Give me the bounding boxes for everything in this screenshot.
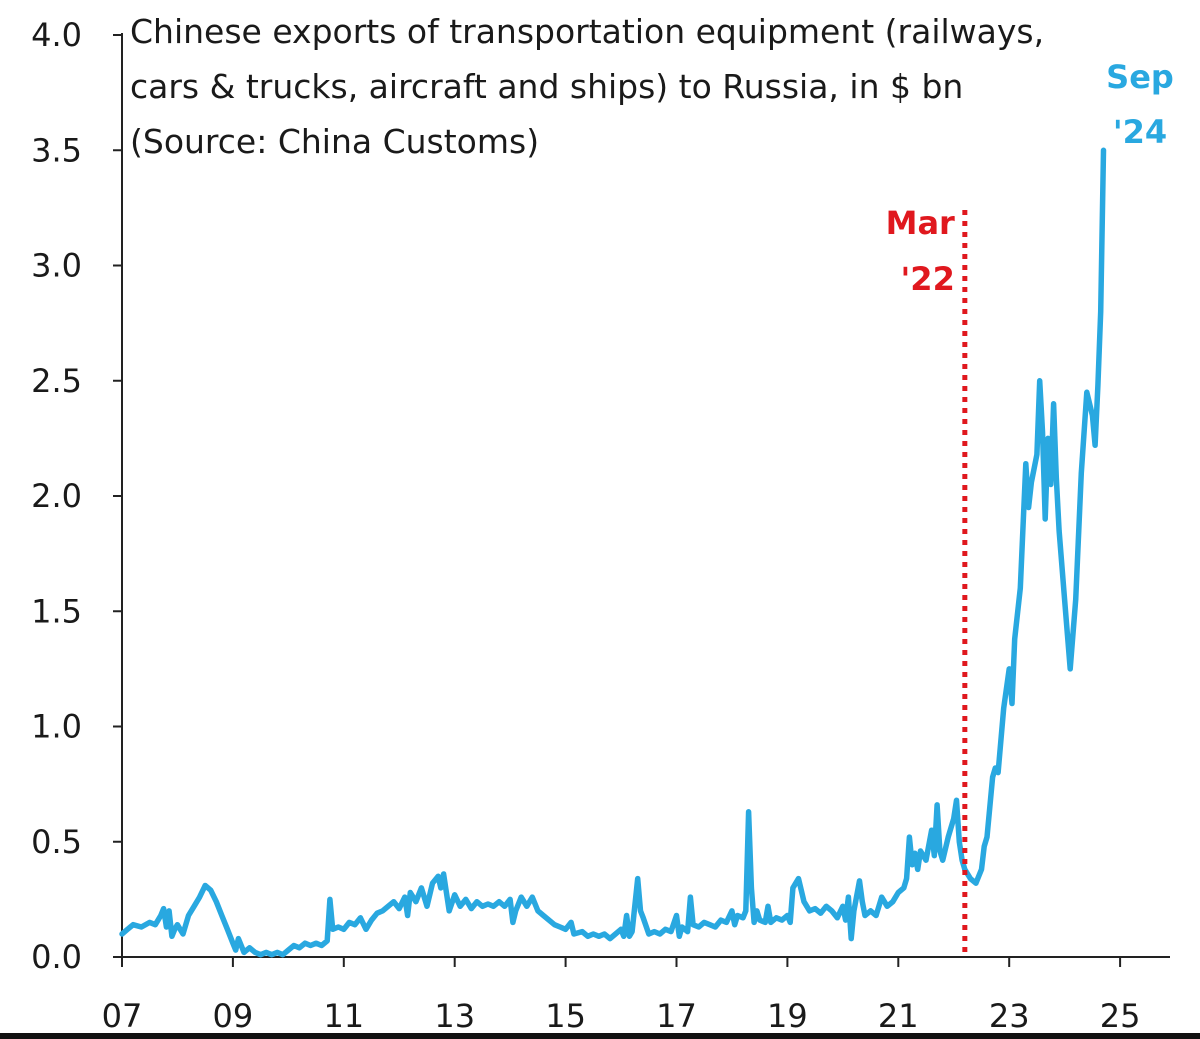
x-tick-label: 23 — [989, 997, 1030, 1035]
annotation-layer: Mar '22 Sep '24 — [886, 58, 1174, 957]
series-layer — [119, 147, 1107, 958]
y-tick-label: 0.5 — [31, 823, 82, 861]
y-tick-label: 3.0 — [31, 247, 82, 285]
y-tick-label: 2.5 — [31, 362, 82, 400]
bottom-border — [0, 1033, 1200, 1039]
sep-24-label: Sep — [1106, 58, 1174, 96]
x-tick-label: 25 — [1100, 997, 1141, 1035]
y-tick-label: 0.0 — [31, 938, 82, 976]
x-axis: 07 09 11 13 15 17 19 21 23 25 — [102, 956, 1170, 1035]
x-tick-label: 17 — [656, 997, 697, 1035]
mar-22-label: '22 — [901, 260, 955, 298]
x-tick-label: 13 — [434, 997, 475, 1035]
x-tick-label: 19 — [767, 997, 808, 1035]
y-tick-label: 1.5 — [31, 592, 82, 630]
x-tick-label: 11 — [323, 997, 364, 1035]
y-tick-label: 1.0 — [31, 708, 82, 746]
x-tick-label: 15 — [545, 997, 586, 1035]
mar-22-label: Mar — [886, 204, 955, 242]
chart-title: Chinese exports of transportation equipm… — [130, 12, 1045, 161]
x-tick-label: 09 — [213, 997, 254, 1035]
y-tick-label: 2.0 — [31, 477, 82, 515]
y-tick-label: 3.5 — [31, 131, 82, 169]
x-tick-label: 21 — [878, 997, 919, 1035]
sep-24-label: '24 — [1113, 113, 1167, 151]
x-tick-label: 07 — [102, 997, 143, 1035]
y-axis: 0.0 0.5 1.0 1.5 2.0 2.5 3.0 3.5 4.0 — [31, 16, 123, 976]
y-tick-label: 4.0 — [31, 16, 82, 54]
export-value-line — [119, 147, 1107, 958]
